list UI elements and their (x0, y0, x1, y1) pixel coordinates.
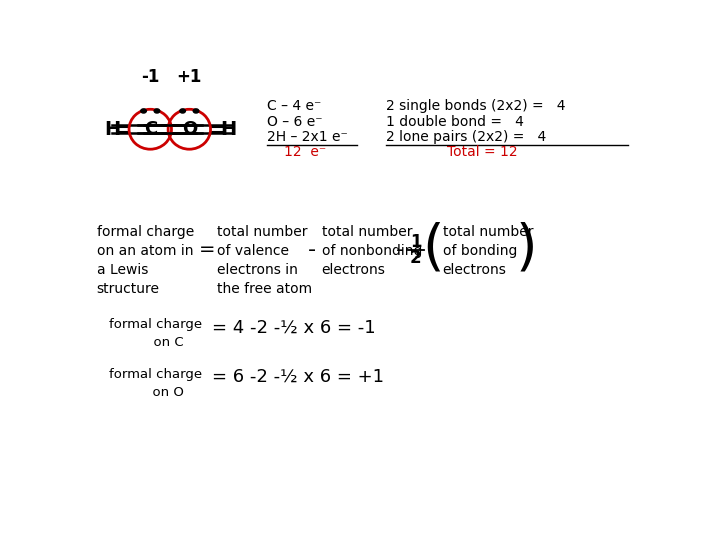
Text: = 6 -2 -½ x 6 = +1: = 6 -2 -½ x 6 = +1 (212, 368, 384, 386)
Text: 2: 2 (410, 249, 422, 267)
Text: +1: +1 (176, 69, 202, 86)
Text: -: - (396, 240, 405, 260)
Text: formal charge
on an atom in
a Lewis
structure: formal charge on an atom in a Lewis stru… (96, 225, 194, 296)
Text: formal charge
      on O: formal charge on O (109, 368, 202, 399)
Text: 2H – 2x1 e⁻: 2H – 2x1 e⁻ (267, 130, 348, 144)
Text: (: ( (422, 222, 444, 276)
Text: 1 double bond =   4: 1 double bond = 4 (386, 115, 523, 129)
Text: O – 6 e⁻: O – 6 e⁻ (267, 115, 323, 129)
Text: ): ) (516, 222, 537, 276)
Text: O: O (181, 120, 197, 138)
Circle shape (154, 109, 160, 113)
Text: total number
of bonding
electrons: total number of bonding electrons (443, 225, 533, 277)
Circle shape (193, 109, 199, 113)
Text: C: C (143, 120, 157, 138)
Text: -: - (308, 240, 316, 260)
Text: formal charge
      on C: formal charge on C (109, 319, 202, 349)
Text: Total = 12: Total = 12 (447, 145, 518, 159)
Text: 2 lone pairs (2x2) =   4: 2 lone pairs (2x2) = 4 (386, 130, 546, 144)
Text: total number
of valence
electrons in
the free atom: total number of valence electrons in the… (217, 225, 312, 296)
Circle shape (180, 109, 186, 113)
Text: C – 4 e⁻: C – 4 e⁻ (267, 99, 322, 113)
Text: total number
of nonbonding
electrons: total number of nonbonding electrons (322, 225, 422, 277)
Text: 1: 1 (410, 233, 422, 251)
Text: -1: -1 (141, 69, 159, 86)
Text: 12  e⁻: 12 e⁻ (284, 145, 326, 159)
Text: =: = (199, 240, 215, 259)
Text: H: H (104, 120, 120, 139)
Circle shape (141, 109, 146, 113)
Text: = 4 -2 -½ x 6 = -1: = 4 -2 -½ x 6 = -1 (212, 319, 375, 336)
Text: 2 single bonds (2x2) =   4: 2 single bonds (2x2) = 4 (386, 99, 565, 113)
Text: H: H (220, 120, 236, 139)
